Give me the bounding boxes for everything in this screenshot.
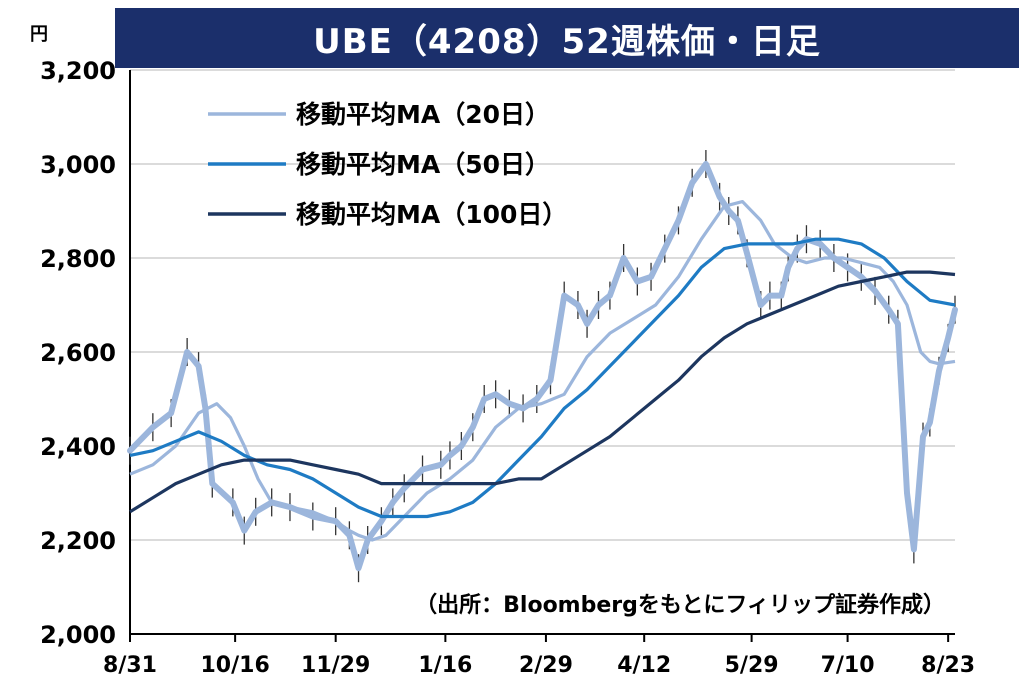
y-tick-label: 2,600: [40, 339, 116, 367]
ma100-line: [129, 270, 956, 514]
x-tick-label: 10/16: [200, 653, 269, 678]
x-tick-label: 7/10: [821, 653, 875, 678]
y-tick-label: 2,800: [40, 245, 116, 273]
x-tick-label: 2/29: [519, 653, 573, 678]
x-tick-label: 5/29: [725, 653, 779, 678]
x-tick-label: 8/31: [103, 653, 157, 678]
legend-label: 移動平均MA（20日）: [296, 100, 550, 129]
y-tick-label: 3,000: [40, 151, 116, 179]
legend-label: 移動平均MA（50日）: [296, 150, 550, 179]
x-tick-label: 4/12: [617, 653, 671, 678]
chart-title: UBE（4208）52週株価・日足: [115, 8, 1019, 68]
ma50-line: [129, 237, 956, 519]
x-tick-label: 8/23: [921, 653, 975, 678]
x-tick-label: 1/16: [418, 653, 472, 678]
source-note: （出所：Bloombergをもとにフィリップ証券作成）: [415, 592, 945, 618]
legend-label: 移動平均MA（100日）: [296, 200, 567, 229]
y-tick-label: 2,400: [40, 433, 116, 461]
y-tick-label: 2,200: [40, 527, 116, 555]
y-unit-label: 円: [30, 24, 48, 45]
ma20-line: [129, 200, 956, 542]
y-tick-label: 3,200: [40, 57, 116, 85]
x-tick-label: 11/29: [301, 653, 370, 678]
y-tick-label: 2,000: [40, 621, 116, 649]
